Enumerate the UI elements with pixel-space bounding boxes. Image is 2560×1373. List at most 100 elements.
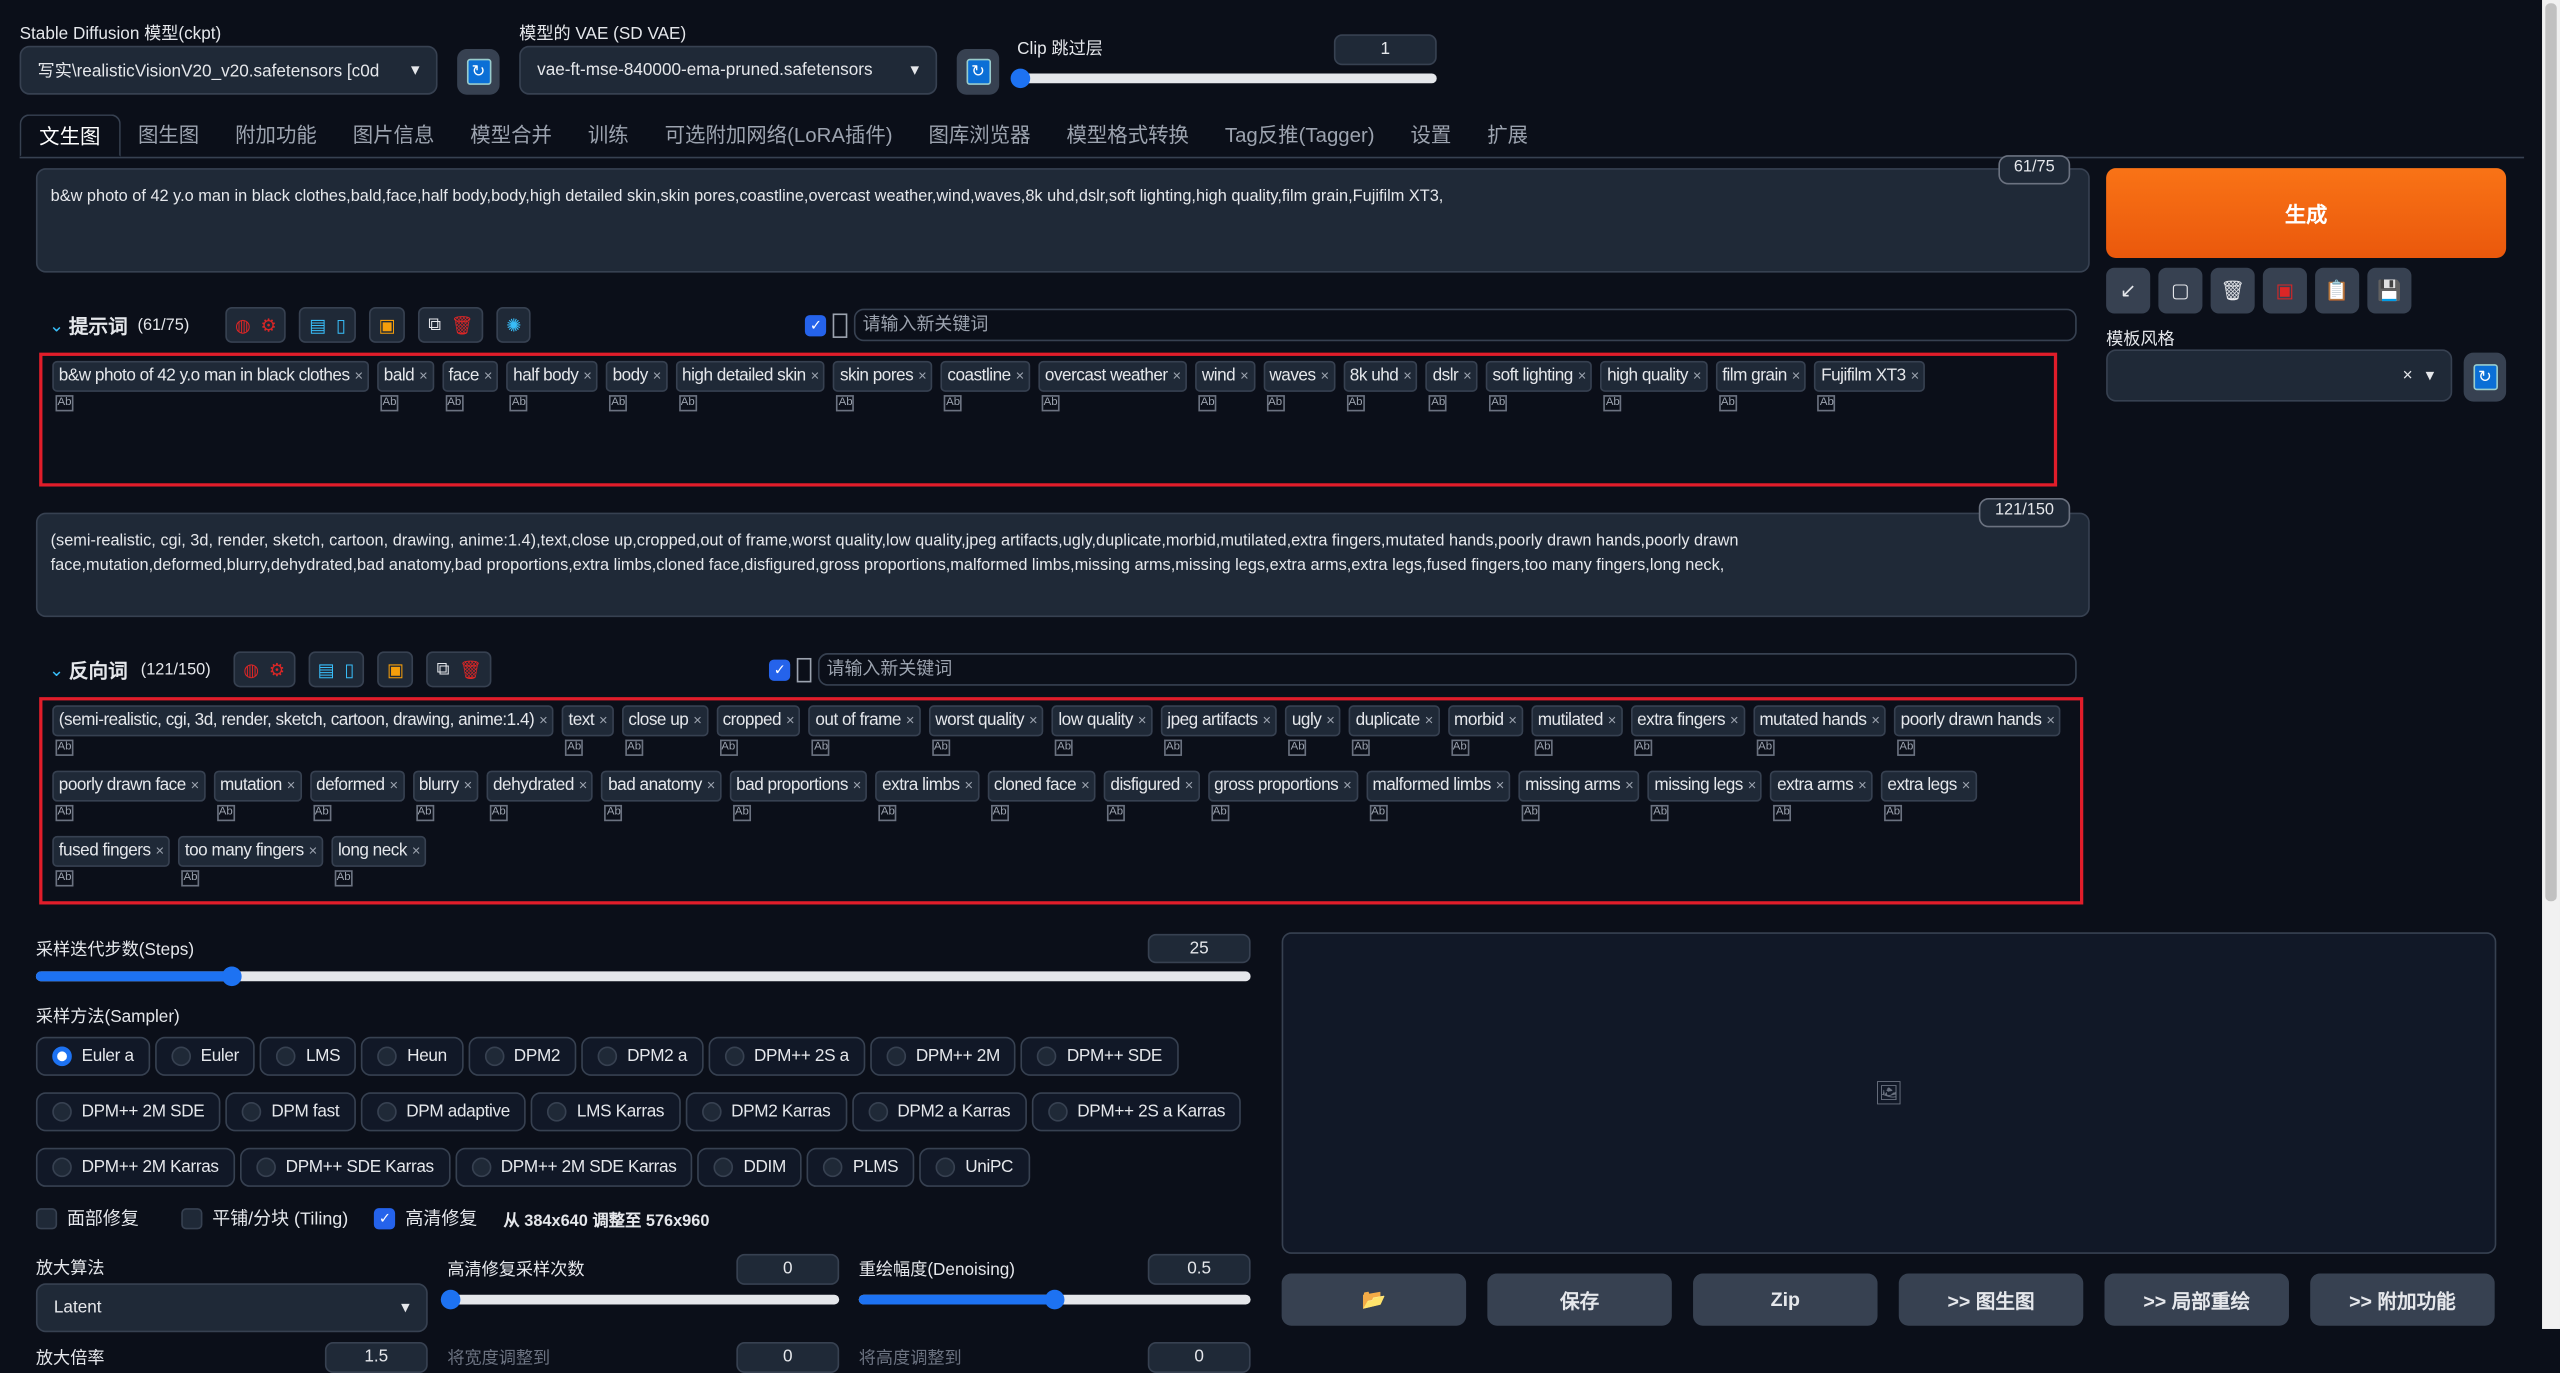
- clear-icon[interactable]: ×: [2402, 365, 2413, 386]
- close-icon[interactable]: ×: [964, 777, 974, 794]
- close-icon[interactable]: ×: [905, 711, 915, 729]
- checkbox[interactable]: [181, 1207, 203, 1229]
- sampler-option[interactable]: DPM++ 2M SDE Karras: [455, 1147, 693, 1187]
- denoise-input[interactable]: 0.5: [1147, 1253, 1251, 1285]
- tag-text[interactable]: high quality: [1607, 365, 1688, 386]
- close-icon[interactable]: ×: [852, 777, 862, 794]
- tag-text[interactable]: overcast weather: [1044, 365, 1168, 386]
- tag-chip[interactable]: skin pores ×: [833, 360, 933, 392]
- close-icon[interactable]: ×: [354, 367, 363, 384]
- tool-button[interactable]: 📋: [2315, 267, 2360, 314]
- clip-number-input[interactable]: 1: [1333, 34, 1437, 66]
- tag-chip[interactable]: dslr ×: [1426, 360, 1478, 392]
- sampler-option[interactable]: DPM++ 2M: [870, 1036, 1017, 1076]
- translate-tag-icon[interactable]: Ab: [1897, 739, 1916, 756]
- tag-text[interactable]: dslr: [1432, 365, 1459, 386]
- close-icon[interactable]: ×: [578, 777, 588, 794]
- prompt-textarea[interactable]: b&w photo of 42 y.o man in black clothes…: [35, 168, 2090, 273]
- close-icon[interactable]: ×: [693, 711, 702, 729]
- tag-chip[interactable]: cloned face ×: [987, 770, 1096, 802]
- tag-chip[interactable]: (semi-realistic, cgi, 3d, render, sketch…: [52, 705, 554, 737]
- translate-tag-icon[interactable]: Ab: [312, 804, 331, 822]
- close-icon[interactable]: ×: [786, 711, 795, 729]
- tag-chip[interactable]: worst quality ×: [928, 705, 1044, 737]
- radio-dot[interactable]: [1037, 1046, 1058, 1067]
- translate-tag-icon[interactable]: Ab: [1055, 739, 1074, 756]
- output-button-4[interactable]: >> 局部重绘: [2104, 1273, 2289, 1326]
- radio-dot[interactable]: [597, 1046, 618, 1067]
- tag-chip[interactable]: high quality ×: [1600, 360, 1708, 392]
- tag-text[interactable]: mutation: [219, 775, 282, 796]
- close-icon[interactable]: ×: [1184, 777, 1194, 794]
- sampler-option[interactable]: DPM++ 2M SDE: [35, 1092, 221, 1132]
- radio-dot[interactable]: [171, 1046, 191, 1067]
- style-select[interactable]: × ▾: [2106, 349, 2453, 402]
- close-icon[interactable]: ×: [1320, 367, 1329, 384]
- translate-tag-icon[interactable]: Ab: [55, 739, 74, 756]
- radio-dot[interactable]: [867, 1102, 888, 1122]
- close-icon[interactable]: ×: [1463, 367, 1472, 384]
- close-icon[interactable]: ×: [389, 777, 398, 794]
- close-icon[interactable]: ×: [1508, 711, 1517, 729]
- tag-chip[interactable]: duplicate ×: [1349, 705, 1440, 737]
- tag-text[interactable]: dehydrated: [493, 775, 574, 796]
- height-input[interactable]: 0: [1147, 1342, 1251, 1373]
- sampler-option[interactable]: PLMS: [807, 1147, 915, 1187]
- close-icon[interactable]: ×: [1577, 367, 1587, 384]
- tag-text[interactable]: extra arms: [1777, 775, 1854, 796]
- tag-text[interactable]: long neck: [337, 840, 407, 861]
- new-keyword-input[interactable]: 请输入新关键词: [854, 308, 2077, 342]
- close-icon[interactable]: ×: [1730, 711, 1739, 729]
- tag-chip[interactable]: close up ×: [621, 705, 708, 737]
- sampler-option[interactable]: DPM2 a Karras: [851, 1092, 1027, 1132]
- tab-5[interactable]: 训练: [587, 124, 629, 147]
- format-button[interactable]: ▣: [368, 306, 406, 343]
- slider-handle[interactable]: [221, 966, 242, 987]
- translate-tag-icon[interactable]: Ab: [990, 804, 1009, 822]
- translate-tag-icon[interactable]: Ab: [1346, 395, 1365, 412]
- close-icon[interactable]: ×: [1029, 711, 1038, 729]
- translate-tag-icon[interactable]: Ab: [1633, 739, 1652, 756]
- translate-tag-icon[interactable]: Ab: [1288, 739, 1307, 756]
- tab-9[interactable]: Tag反推(Tagger): [1224, 124, 1375, 147]
- tag-chip[interactable]: extra limbs ×: [875, 770, 980, 802]
- tool-button[interactable]: 💾: [2367, 267, 2412, 314]
- tag-text[interactable]: bad proportions: [736, 775, 848, 796]
- new-keyword-input[interactable]: 请输入新关键词: [818, 653, 2077, 686]
- close-icon[interactable]: ×: [539, 711, 548, 729]
- close-icon[interactable]: ×: [2046, 711, 2055, 729]
- translate-tag-icon[interactable]: Ab: [836, 395, 855, 412]
- tag-chip[interactable]: coastline ×: [940, 360, 1031, 392]
- scrollbar[interactable]: [2542, 0, 2560, 1329]
- refresh-vae-button[interactable]: ↻: [956, 48, 1000, 95]
- slider-handle[interactable]: [440, 1289, 461, 1310]
- tag-text[interactable]: soft lighting: [1492, 365, 1573, 386]
- slider-handle[interactable]: [1044, 1289, 1065, 1310]
- tag-text[interactable]: (semi-realistic, cgi, 3d, render, sketch…: [58, 710, 535, 730]
- translate-tag-icon[interactable]: Ab: [1773, 804, 1792, 822]
- close-icon[interactable]: ×: [918, 367, 927, 384]
- tag-chip[interactable]: blurry ×: [412, 770, 479, 802]
- steps-slider[interactable]: [35, 966, 1251, 987]
- tag-chip[interactable]: poorly drawn hands ×: [1894, 705, 2062, 737]
- output-button-3[interactable]: >> 图生图: [1898, 1273, 2084, 1326]
- sampler-option[interactable]: DPM2 a: [581, 1036, 704, 1076]
- sampler-option[interactable]: DPM++ SDE: [1021, 1036, 1179, 1076]
- radio-dot[interactable]: [276, 1046, 297, 1067]
- translate-tag-icon[interactable]: Ab: [1369, 804, 1388, 822]
- format-button[interactable]: ▣: [377, 651, 414, 688]
- translate-tag-icon[interactable]: Ab: [812, 739, 831, 756]
- translate-tag-icon[interactable]: Ab: [55, 870, 74, 887]
- translate-tag-icon[interactable]: Ab: [732, 804, 751, 822]
- radio-dot[interactable]: [256, 1157, 276, 1178]
- tag-text[interactable]: low quality: [1058, 710, 1134, 730]
- tag-text[interactable]: ugly: [1291, 710, 1322, 730]
- collapse-icon[interactable]: ⌄: [48, 660, 65, 680]
- translate-tag-icon[interactable]: Ab: [944, 395, 963, 412]
- translate-tag-icon[interactable]: Ab: [1534, 739, 1553, 756]
- checkbox[interactable]: ✓: [374, 1207, 396, 1229]
- tag-chip[interactable]: missing arms ×: [1518, 770, 1640, 802]
- tag-text[interactable]: text: [568, 710, 595, 730]
- tag-text[interactable]: bald: [383, 365, 415, 386]
- translate-tag-icon[interactable]: Ab: [1198, 395, 1217, 412]
